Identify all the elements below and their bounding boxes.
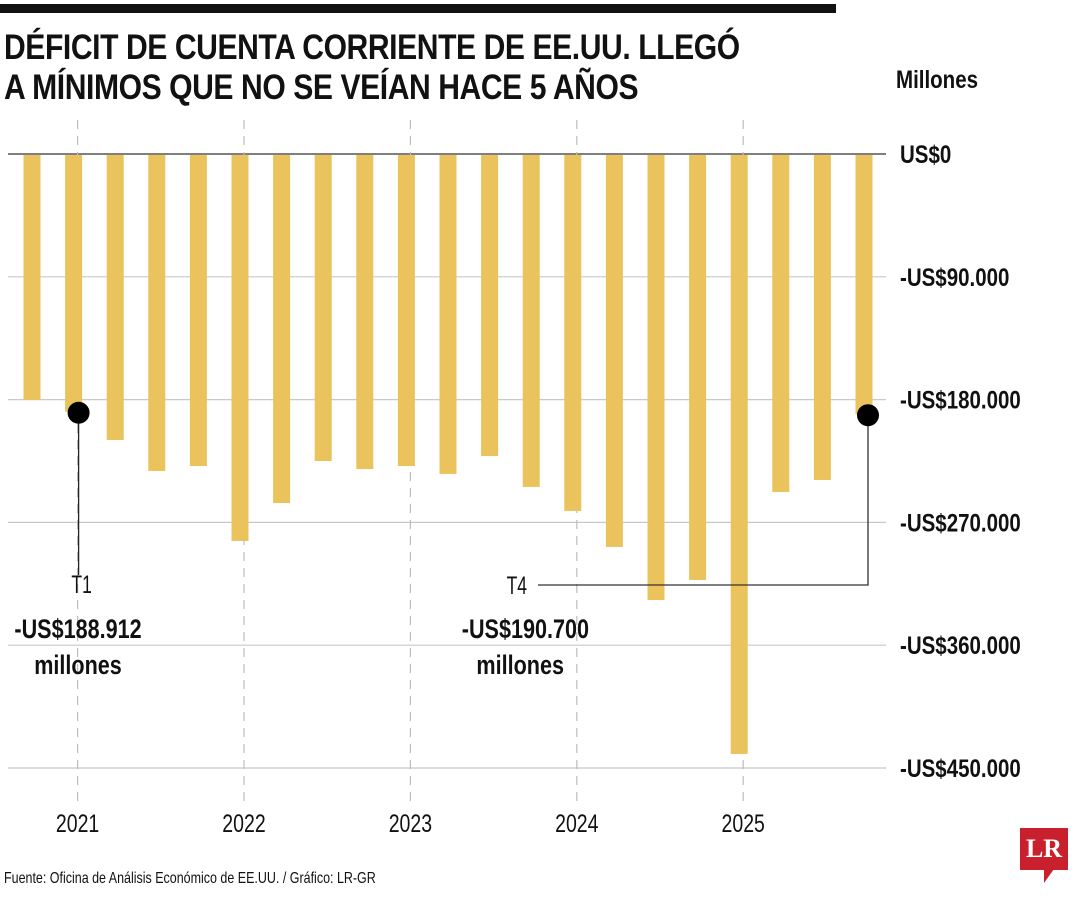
bar — [730, 155, 748, 754]
y-tick-label: -US$450.000 — [900, 754, 1021, 782]
bar — [855, 155, 873, 415]
y-tick-label: -US$270.000 — [900, 508, 1021, 536]
annotation-value-label: -US$190.700 — [462, 615, 589, 645]
x-tick-label: 2022 — [222, 810, 265, 838]
y-tick-label: -US$90.000 — [900, 263, 1009, 291]
y-tick-label: -US$360.000 — [900, 631, 1021, 659]
bar — [564, 155, 582, 511]
lr-logo: LR — [1020, 828, 1068, 870]
annotation-value-label: -US$188.912 — [14, 615, 141, 645]
unit-label: Millones — [896, 66, 979, 94]
bar — [106, 155, 124, 440]
chart-title: DÉFICIT DE CUENTA CORRIENTE DE EE.UU. LL… — [4, 28, 740, 108]
bar — [314, 155, 332, 461]
bar — [439, 155, 457, 474]
bar — [148, 155, 166, 471]
x-tick-label: 2023 — [389, 810, 432, 838]
top-rule — [0, 4, 836, 13]
title-line-2: A MÍNIMOS QUE NO SE VEÍAN HACE 5 AÑOS — [4, 68, 639, 107]
y-tick-label: US$0 — [900, 140, 951, 168]
annotation-quarter-label: T1 — [71, 570, 91, 599]
bar — [605, 155, 623, 547]
annotation-quarter-label: T4 — [507, 571, 527, 600]
x-tick-label: 2025 — [722, 810, 765, 838]
bar — [397, 155, 415, 467]
bar — [813, 155, 831, 480]
annotation-dot — [67, 401, 90, 424]
bar — [231, 155, 249, 541]
bar — [689, 155, 707, 580]
title-line-1: DÉFICIT DE CUENTA CORRIENTE DE EE.UU. LL… — [4, 28, 740, 67]
bar — [23, 155, 41, 401]
annotation-unit-label: millones — [476, 651, 564, 681]
bar — [356, 155, 374, 470]
annotation-dot — [857, 404, 879, 427]
y-tick-label: -US$180.000 — [900, 386, 1021, 414]
bar — [772, 155, 790, 492]
logo-tail-icon — [1044, 869, 1054, 883]
bar — [189, 155, 207, 467]
bar — [65, 155, 83, 412]
bar — [522, 155, 540, 487]
source-note: Fuente: Oficina de Análisis Económico de… — [4, 870, 376, 887]
bar — [273, 155, 291, 504]
annotation-leader-line — [538, 415, 869, 586]
x-tick-label: 2024 — [555, 810, 598, 838]
bar — [481, 155, 499, 457]
bar — [647, 155, 665, 601]
annotation-unit-label: millones — [34, 651, 122, 681]
x-tick-label: 2021 — [56, 810, 99, 838]
